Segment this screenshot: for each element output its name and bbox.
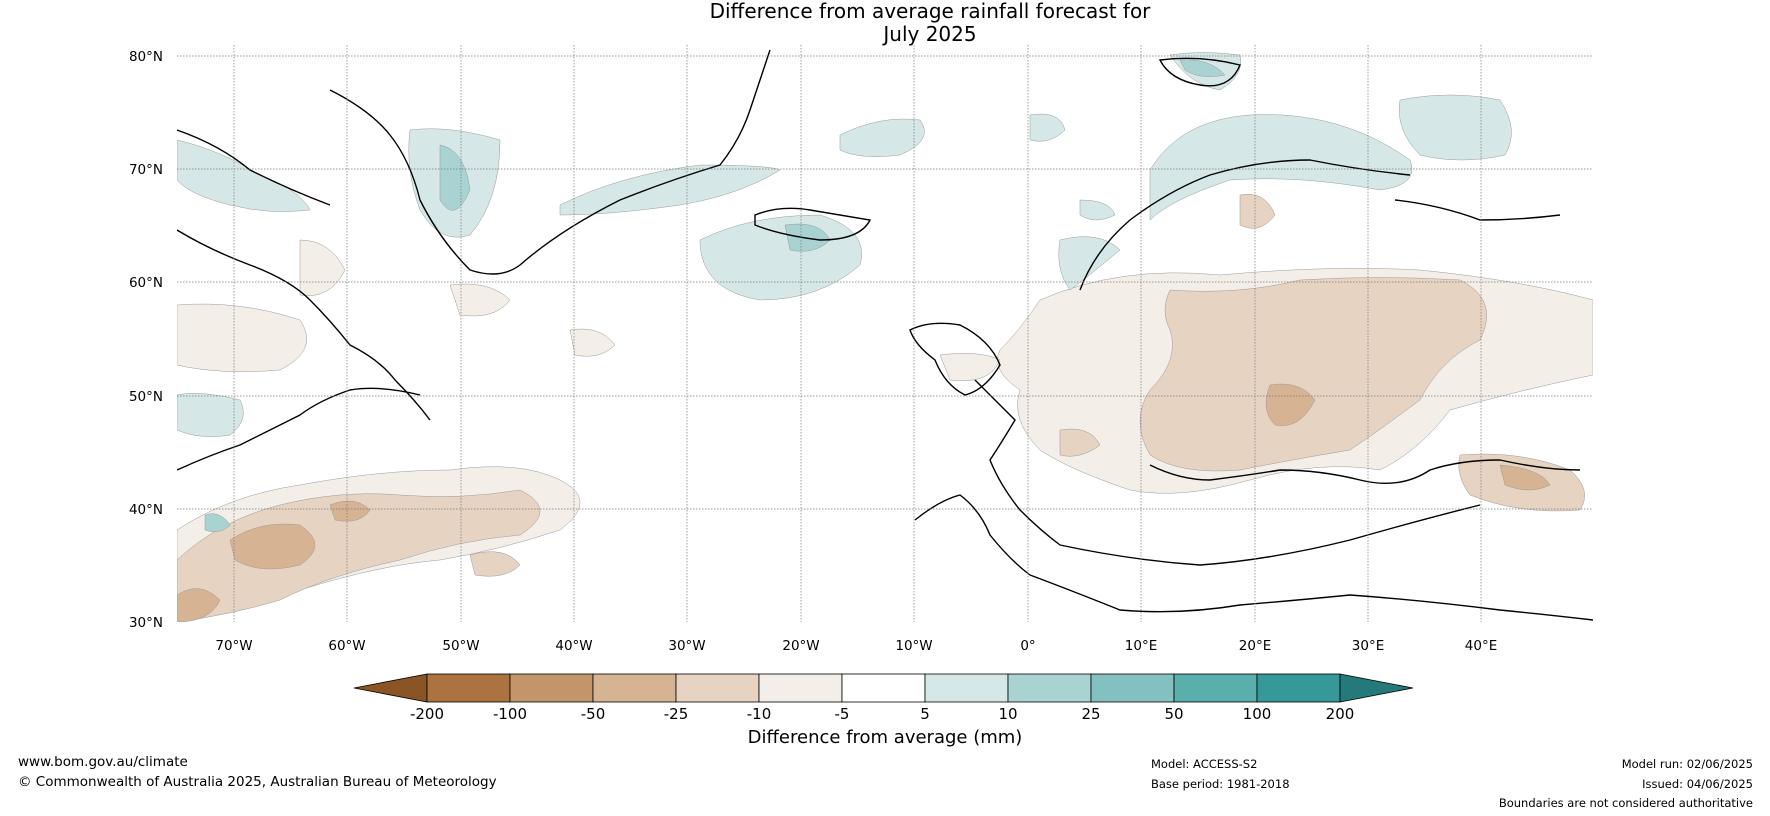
lon-tick-20e: 20°E [1239, 638, 1271, 654]
base-period-text: Base period: 1981-2018 [1151, 777, 1290, 791]
colorbar-extend-high [1339, 673, 1414, 703]
colorbar-tick-label: 100 [1243, 705, 1272, 723]
map-title: Difference from average rainfall forecas… [600, 0, 1260, 46]
colorbar-title: Difference from average (mm) [747, 727, 1023, 748]
colorbar-segment [1090, 673, 1175, 703]
colorbar-segment [1173, 673, 1258, 703]
lon-tick-60w: 60°W [328, 638, 365, 654]
lon-tick-10w: 10°W [895, 638, 932, 654]
website-text: www.bom.gov.au/climate [18, 754, 188, 770]
graticule [177, 45, 1593, 622]
disclaimer-text: Boundaries are not considered authoritat… [1498, 796, 1753, 810]
colorbar-tick-label: 200 [1326, 705, 1355, 723]
colorbar-tick-label: -25 [664, 705, 689, 723]
colorbar-tick-label: -10 [747, 705, 772, 723]
model-text: Model: ACCESS-S2 [1151, 757, 1258, 771]
lon-tick-40w: 40°W [555, 638, 592, 654]
colorbar-tick-label: 25 [1081, 705, 1100, 723]
colorbar-extend-low [353, 673, 428, 703]
lat-tick-80: 80°N [129, 49, 163, 65]
colorbar-segment [675, 673, 760, 703]
map-area [177, 45, 1593, 622]
coastlines [177, 49, 1593, 621]
colorbar-segment [1256, 673, 1341, 703]
colorbar-segment [924, 673, 1009, 703]
colorbar-tick-label: -5 [835, 705, 850, 723]
colorbar-segment [758, 673, 843, 703]
lon-tick-labels: 70°W 60°W 50°W 40°W 30°W 20°W 10°W 0° 10… [215, 638, 1497, 654]
colorbar-segment [592, 673, 677, 703]
colorbar-segment [1007, 673, 1092, 703]
colorbar-segment [509, 673, 594, 703]
lon-tick-50w: 50°W [442, 638, 479, 654]
lat-tick-40: 40°N [129, 502, 163, 518]
lon-tick-10e: 10°E [1125, 638, 1157, 654]
anomaly-shading [177, 52, 1593, 622]
copyright-text: © Commonwealth of Australia 2025, Austra… [18, 774, 497, 790]
lon-tick-0: 0° [1020, 638, 1035, 654]
model-run-text: Model run: 02/06/2025 [1621, 757, 1753, 771]
colorbar-tick-label: -100 [493, 705, 527, 723]
colorbar-segment [841, 673, 926, 703]
title-line-2: July 2025 [883, 22, 977, 46]
lat-tick-70: 70°N [129, 162, 163, 178]
lat-tick-50: 50°N [129, 389, 163, 405]
lon-tick-20w: 20°W [782, 638, 819, 654]
lon-tick-30w: 30°W [668, 638, 705, 654]
lat-tick-labels: 80°N 70°N 60°N 50°N 40°N 30°N [129, 49, 163, 631]
lat-tick-30: 30°N [129, 615, 163, 631]
lon-tick-30e: 30°E [1352, 638, 1384, 654]
colorbar-segment [426, 673, 511, 703]
colorbar-tick-label: 10 [998, 705, 1017, 723]
lon-tick-40e: 40°E [1465, 638, 1497, 654]
colorbar-tick-label: 50 [1164, 705, 1183, 723]
title-line-1: Difference from average rainfall forecas… [709, 0, 1151, 23]
colorbar-tick-label: -200 [410, 705, 444, 723]
colorbar-tick-label: -50 [581, 705, 606, 723]
lat-tick-60: 60°N [129, 275, 163, 291]
colorbar-tick-label: 5 [920, 705, 930, 723]
issued-text: Issued: 04/06/2025 [1642, 777, 1753, 791]
lon-tick-70w: 70°W [215, 638, 252, 654]
colorbar: -200 -100 -50 -25 -10 -5 5 10 25 50 100 200 [353, 673, 1414, 723]
